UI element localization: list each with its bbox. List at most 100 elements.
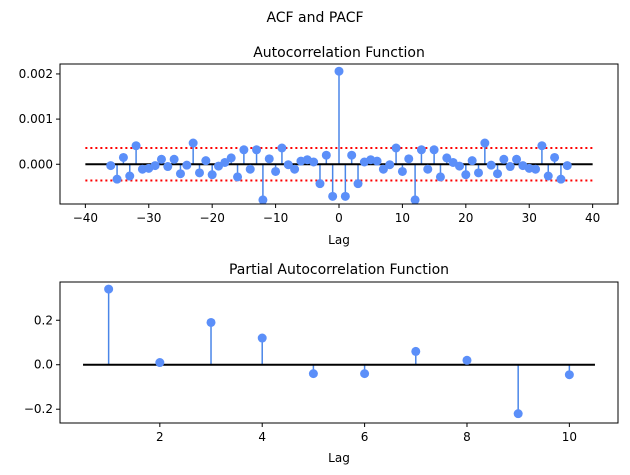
acf-point-47: [404, 154, 414, 164]
acf-point-34: [321, 150, 331, 160]
acf-point-2: [118, 152, 128, 162]
pacf-point-4: [308, 369, 318, 379]
acf-point-67: [531, 164, 541, 174]
acf-point-21: [239, 145, 249, 155]
acf-point-43: [378, 164, 388, 174]
acf-point-9: [163, 162, 173, 172]
acf-point-29: [290, 164, 300, 174]
acf-point-3: [125, 171, 135, 181]
acf-ytick-label-0: 0.000: [19, 157, 53, 171]
acf-point-8: [156, 154, 166, 164]
pacf-subplot: Partial Autocorrelation Function 2 4 6 8 10 …: [24, 262, 619, 465]
acf-point-20: [233, 172, 243, 182]
acf-point-70: [550, 152, 560, 162]
acf-xlabel: Lag: [328, 233, 350, 247]
acf-point-36: [334, 66, 344, 76]
acf-xtick-label-6: 20: [458, 211, 473, 225]
acf-point-16: [207, 170, 217, 180]
pacf-title: Partial Autocorrelation Function: [229, 262, 449, 278]
acf-point-33: [315, 179, 325, 189]
acf-subplot: Autocorrelation Function −40 −30 −20 −10 0 10…: [19, 45, 619, 247]
acf-point-45: [391, 143, 401, 153]
pacf-point-6: [411, 346, 421, 356]
acf-point-24: [258, 195, 268, 205]
acf-point-1: [112, 174, 122, 184]
acf-point-48: [410, 195, 420, 205]
acf-point-56: [461, 170, 471, 180]
acf-xtick-label-5: 10: [395, 211, 410, 225]
acf-xtick-label-8: 40: [585, 211, 600, 225]
pacf-point-3: [257, 333, 267, 343]
acf-point-37: [340, 191, 350, 201]
pacf-xtick-label-2: 6: [361, 430, 369, 444]
pacf-marks: [83, 284, 595, 419]
acf-point-0: [106, 161, 116, 171]
acf-point-71: [556, 174, 566, 184]
acf-point-72: [562, 161, 572, 171]
pacf-xtick-label-1: 4: [258, 430, 266, 444]
acf-x-ticks: −40 −30 −20 −10 0 10 20 30 40: [73, 204, 600, 225]
acf-ytick-label-2: 0.002: [19, 67, 53, 81]
acf-xtick-label-3: −10: [263, 211, 288, 225]
pacf-point-5: [360, 369, 370, 379]
acf-point-11: [175, 169, 185, 179]
acf-point-51: [429, 145, 439, 155]
acf-point-19: [226, 153, 236, 163]
acf-point-55: [454, 161, 464, 171]
acf-xtick-label-1: −30: [136, 211, 161, 225]
acf-point-69: [543, 171, 553, 181]
acf-point-57: [467, 156, 477, 166]
pacf-xtick-label-4: 10: [562, 430, 577, 444]
acf-xtick-label-2: −20: [200, 211, 225, 225]
acf-point-22: [245, 164, 255, 174]
acf-point-25: [264, 154, 274, 164]
acf-xtick-label-7: 30: [522, 211, 537, 225]
pacf-point-2: [206, 317, 216, 327]
acf-point-58: [474, 168, 483, 178]
acf-y-ticks: 0.000 0.001 0.002: [19, 67, 60, 171]
acf-point-18: [220, 157, 230, 167]
pacf-point-9: [564, 370, 574, 380]
pacf-point-8: [513, 409, 523, 419]
acf-title: Autocorrelation Function: [253, 45, 425, 61]
acf-point-42: [372, 156, 382, 166]
acf-point-50: [423, 164, 433, 174]
acf-point-44: [385, 160, 395, 170]
pacf-ytick-label-2: 0.2: [34, 313, 53, 327]
acf-point-28: [283, 160, 293, 170]
acf-point-53: [442, 153, 452, 163]
pacf-ytick-label-0: −0.2: [24, 402, 53, 416]
acf-point-26: [271, 166, 281, 176]
acf-point-35: [328, 191, 338, 201]
acf-point-7: [150, 161, 160, 171]
acf-point-59: [480, 138, 490, 148]
acf-point-60: [486, 160, 496, 170]
acf-point-52: [435, 172, 445, 182]
pacf-y-ticks: −0.2 0.0 0.2: [24, 313, 60, 416]
acf-ytick-label-1: 0.001: [19, 112, 53, 126]
acf-point-68: [537, 141, 547, 151]
pacf-point-7: [462, 355, 472, 365]
acf-point-13: [188, 138, 198, 148]
pacf-xlabel: Lag: [328, 451, 350, 465]
acf-point-32: [309, 157, 319, 167]
pacf-ytick-label-1: 0.0: [34, 358, 53, 372]
acf-marks: [85, 66, 593, 205]
acf-point-63: [505, 162, 515, 172]
acf-point-15: [201, 156, 211, 166]
acf-point-14: [195, 168, 204, 178]
pacf-axes-frame: [59, 281, 619, 424]
acf-point-23: [252, 145, 262, 155]
acf-xtick-label-4: 0: [335, 211, 343, 225]
acf-point-39: [353, 179, 363, 189]
acf-point-49: [416, 145, 426, 155]
pacf-point-0: [104, 284, 114, 294]
acf-xtick-label-0: −40: [73, 211, 98, 225]
figure-suptitle: ACF and PACF: [266, 10, 363, 26]
acf-point-38: [347, 150, 357, 160]
acf-point-46: [397, 166, 407, 176]
pacf-xtick-label-3: 8: [463, 430, 471, 444]
acf-point-62: [499, 154, 509, 164]
pacf-point-1: [155, 358, 165, 368]
